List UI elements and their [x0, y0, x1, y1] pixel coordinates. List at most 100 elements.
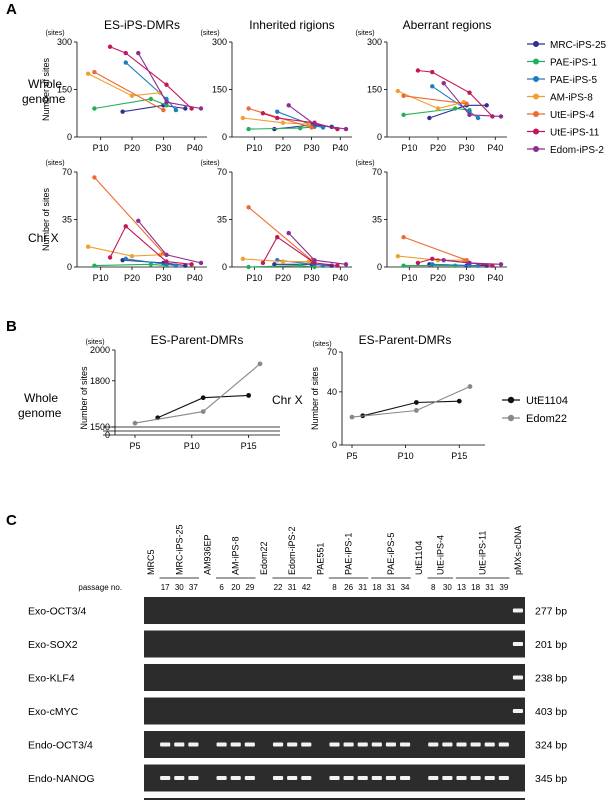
- series-line: [248, 126, 315, 130]
- gel-band: [329, 776, 340, 780]
- row-label-whole: Whole: [28, 77, 62, 91]
- panel-label-c: C: [6, 512, 17, 529]
- gel-band: [160, 776, 171, 780]
- data-point: [312, 122, 317, 127]
- x-tick-label: P30: [304, 273, 320, 283]
- gel-band: [512, 608, 524, 613]
- data-point: [260, 260, 266, 266]
- data-point: [401, 93, 406, 99]
- data-point: [306, 122, 311, 127]
- data-point: [240, 115, 246, 121]
- x-tick-label: P5: [346, 451, 357, 461]
- gel-band: [484, 776, 495, 780]
- legend-label: UtE-iPS-4: [550, 110, 595, 121]
- x-tick-label: P30: [459, 273, 475, 283]
- x-tick-label: P20: [124, 273, 140, 283]
- data-point: [467, 260, 472, 266]
- y-tick-label: 35: [62, 215, 72, 225]
- gel-band: [301, 776, 312, 780]
- y-tick-label: 70: [372, 167, 382, 177]
- lane-sample-label: Edom-iPS-2: [287, 526, 297, 575]
- panel-label-a: A: [6, 1, 17, 18]
- data-point: [161, 107, 166, 113]
- b-row-label-chrx: Chr X: [272, 393, 303, 407]
- lane-sample-label: PAE551: [315, 543, 325, 575]
- lane-sample-label: MRC5: [146, 549, 156, 575]
- gel-band: [216, 776, 227, 780]
- gel-strip: [144, 697, 525, 725]
- y-tick-label: 0: [222, 262, 227, 272]
- chart-b-1: 0 40 70(sites) P5 P10 P15 Number of sites ES-Pa…: [310, 333, 485, 461]
- y-tick-label: 0: [67, 262, 72, 272]
- gel-band: [428, 776, 439, 780]
- passage-number: 22: [274, 583, 283, 592]
- y-tick-label: 300: [57, 37, 72, 47]
- data-point: [452, 106, 458, 111]
- chart-title: ES-Parent-DMRs: [359, 333, 452, 347]
- x-tick-label: P5: [129, 441, 140, 451]
- x-tick-label: P10: [246, 143, 262, 153]
- gel-row-label: Exo-KLF4: [28, 673, 75, 685]
- data-point: [395, 253, 401, 259]
- series-line: [362, 400, 460, 417]
- chart-b-0: 1500 1800 2000 0 (sites) P5 P10 P15 Number of si…: [79, 333, 280, 451]
- gel-band: [174, 776, 185, 780]
- legend-marker: [533, 128, 539, 135]
- series-line: [403, 236, 467, 261]
- lane-sample-label: PAE-iPS-1: [344, 533, 354, 575]
- data-point: [467, 90, 472, 95]
- gel-band: [498, 742, 509, 747]
- data-point: [430, 84, 435, 89]
- y-axis-label: Number of sites: [310, 366, 320, 430]
- data-point: [129, 93, 135, 99]
- gel-band: [385, 742, 397, 747]
- unit-label: (sites): [312, 341, 331, 348]
- x-tick-label: P10: [401, 143, 417, 153]
- x-tick-label: P10: [93, 273, 109, 283]
- gel-band: [216, 742, 227, 747]
- y-tick-label: 0: [67, 132, 72, 142]
- y-tick-label: 0: [222, 132, 227, 142]
- gel-band: [442, 742, 453, 747]
- legend-marker: [507, 414, 515, 422]
- gel-band: [244, 776, 255, 780]
- legend-a: MRC-iPS-25 PAE-iPS-1 PAE-iPS-5 AM-iPS-8 UtE-…: [527, 40, 607, 156]
- unit-label: (sites): [355, 30, 374, 37]
- data-point: [343, 126, 349, 132]
- passage-number: 29: [245, 583, 254, 592]
- data-point: [335, 263, 340, 268]
- lane-sample-label: Edom22: [259, 541, 269, 575]
- data-point: [164, 252, 169, 257]
- series-line: [403, 95, 467, 105]
- data-point: [467, 112, 472, 118]
- x-tick-label: P20: [124, 143, 140, 153]
- x-tick-label: P40: [332, 143, 348, 153]
- chart-a-5: 0 35 70(sites) P10 P20 P30 P40: [355, 160, 507, 283]
- gel-row-label: Endo-OCT3/4: [28, 740, 93, 752]
- band-size: 201 bp: [535, 639, 567, 651]
- y-axis-label: Number of sites: [41, 187, 51, 251]
- data-point: [401, 263, 406, 268]
- gel-band: [160, 742, 171, 747]
- legend-marker: [533, 93, 539, 100]
- data-point: [173, 263, 179, 268]
- gel-band: [357, 776, 368, 780]
- series-line: [134, 363, 261, 424]
- band-size: 324 bp: [535, 740, 567, 752]
- series-line: [94, 71, 164, 111]
- legend-b: UtE1104 Edom22: [502, 395, 568, 425]
- y-tick-label: 2000: [90, 345, 110, 355]
- passage-number: 8: [332, 583, 337, 592]
- gel-band: [244, 742, 255, 747]
- legend-label: Edom-iPS-2: [550, 145, 604, 156]
- data-point: [297, 263, 303, 268]
- legend-marker: [533, 41, 539, 47]
- x-tick-label: P10: [184, 441, 200, 451]
- data-point: [123, 60, 128, 65]
- band-size: 238 bp: [535, 673, 567, 685]
- y-tick-label: 0: [332, 440, 337, 450]
- y-axis-label: Number of sites: [41, 57, 51, 121]
- gel-row-label: Exo-SOX2: [28, 639, 78, 651]
